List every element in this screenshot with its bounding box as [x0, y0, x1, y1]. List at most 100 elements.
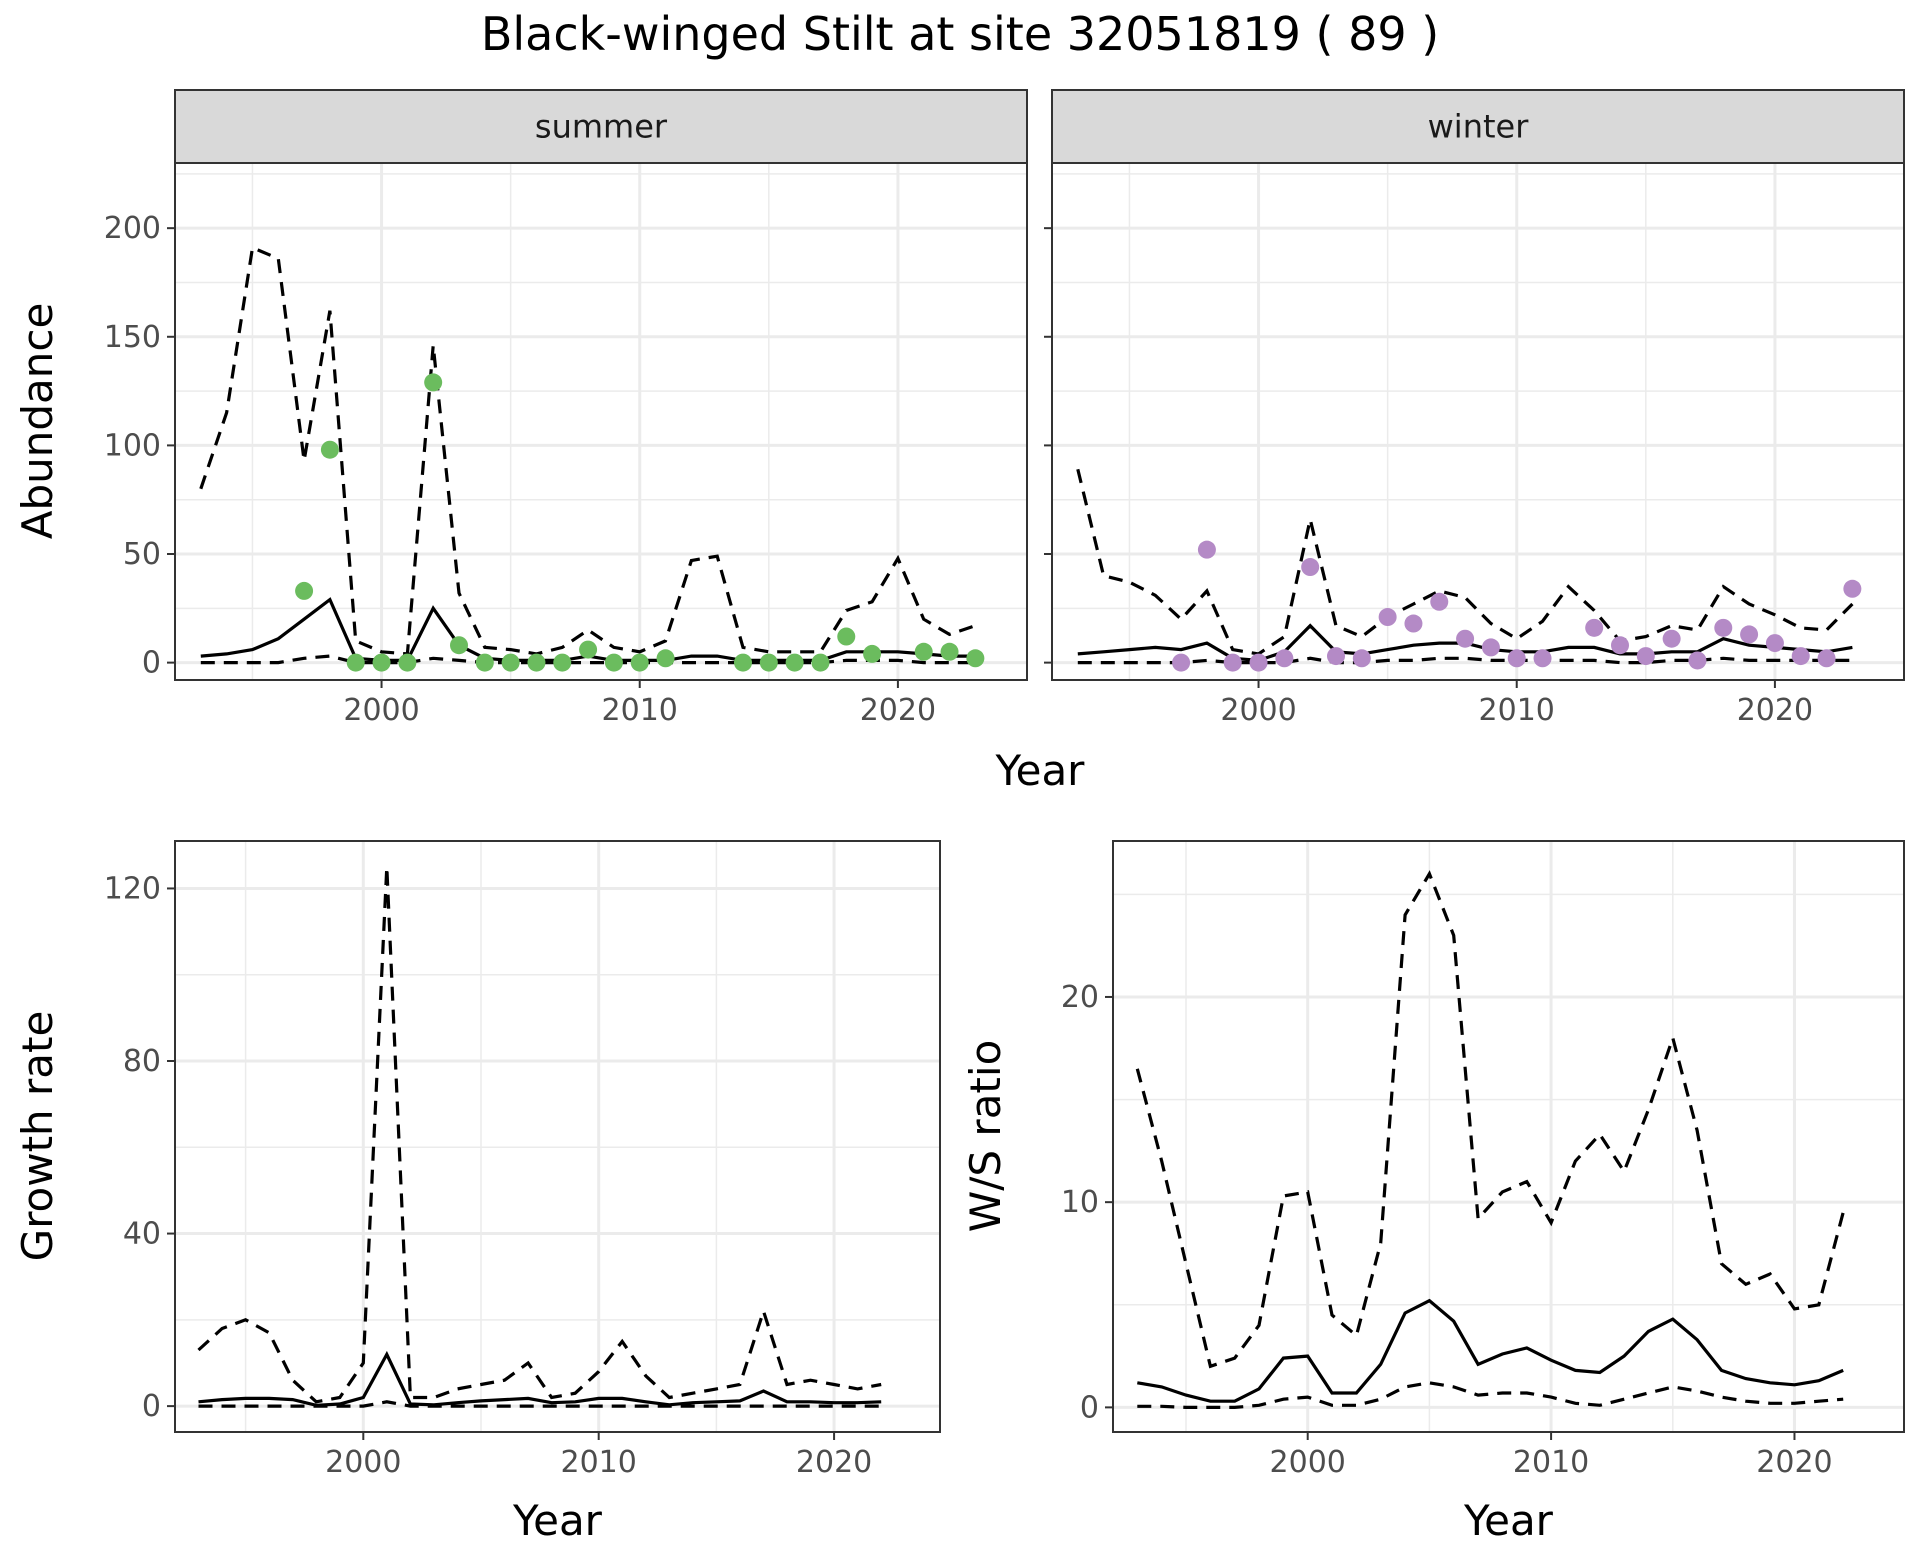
observed-point — [785, 653, 804, 672]
observed-point — [811, 653, 830, 672]
observed-point — [1843, 579, 1862, 598]
series-line-upper — [1076, 468, 1854, 656]
observed-point — [914, 642, 933, 661]
observed-point — [1301, 558, 1320, 577]
series-line-upper — [199, 245, 976, 656]
x-tick-label: 2000 — [1270, 1445, 1346, 1480]
panel-border — [174, 840, 941, 1433]
observed-point — [501, 653, 520, 672]
observed-point — [1817, 649, 1836, 668]
figure-title: Black-winged Stilt at site 32051819 ( 89… — [481, 7, 1439, 61]
series-line-upper — [1135, 870, 1845, 1369]
observed-point — [346, 653, 365, 672]
observed-point — [579, 640, 598, 659]
y-tick-label: 150 — [104, 320, 161, 355]
x-tick-label: 2010 — [561, 1445, 637, 1480]
observed-point — [940, 642, 959, 661]
y-tick-label: 20 — [1061, 980, 1099, 1015]
observed-point — [1688, 651, 1707, 670]
x-tick-label: 2020 — [1737, 693, 1813, 728]
observed-point — [1197, 540, 1216, 559]
observed-point — [475, 653, 494, 672]
series-line-lower — [1137, 1381, 1844, 1410]
observed-point — [630, 653, 649, 672]
panel-border — [1112, 840, 1905, 1433]
facet-strip — [174, 89, 1028, 164]
observed-point — [1352, 649, 1371, 668]
panel-summer: summer 2000 2010 2020 0 50 100 150 200 Abundance — [13, 89, 1028, 728]
x-axis-title: Year — [512, 1496, 603, 1545]
panel-growth: 2000 2010 2020 0 40 80 120 Growth rate Year — [13, 840, 941, 1545]
observed-point — [1249, 653, 1268, 672]
observed-point — [1662, 629, 1681, 648]
observed-point — [1430, 592, 1449, 611]
y-tick-label: 200 — [104, 211, 161, 246]
y-tick-label: 40 — [123, 1217, 161, 1252]
x-axis-title-top: Year — [995, 746, 1086, 795]
observed-point — [372, 653, 391, 672]
observed-point — [1172, 653, 1191, 672]
observed-point — [527, 653, 546, 672]
series-line-lower — [1077, 656, 1853, 665]
observed-point — [424, 373, 443, 392]
y-tick-label: 0 — [142, 1389, 161, 1424]
panel-ratio: 2000 2010 2020 0 10 20 W/S ratio Year — [961, 840, 1905, 1545]
observed-point — [1611, 636, 1629, 655]
facet-strip-label: winter — [1428, 108, 1530, 146]
y-tick-label: 0 — [1080, 1390, 1099, 1425]
x-tick-label: 2010 — [602, 693, 678, 728]
x-tick-label: 2010 — [1513, 1445, 1589, 1480]
panel-winter: winter 2000 2010 2020 — [1044, 89, 1905, 728]
series-line-lower — [200, 654, 976, 665]
x-tick-label: 2020 — [860, 693, 936, 728]
observed-point — [1714, 618, 1733, 637]
series-line-estimate — [1137, 1298, 1844, 1403]
y-axis-title: Abundance — [13, 303, 62, 540]
observed-point — [656, 649, 675, 668]
observed-point — [295, 581, 314, 600]
x-tick-label: 2020 — [1756, 1445, 1832, 1480]
observed-point — [1456, 629, 1475, 648]
observed-point — [320, 440, 339, 459]
y-tick-label: 10 — [1061, 1185, 1099, 1220]
observed-point — [1507, 649, 1526, 668]
observed-point — [604, 653, 623, 672]
observed-point — [1327, 647, 1345, 666]
y-axis-title: Growth rate — [13, 1011, 62, 1262]
observed-point — [1223, 653, 1242, 672]
y-tick-label: 100 — [104, 428, 161, 463]
x-tick-label: 2020 — [796, 1445, 872, 1480]
observed-point — [553, 653, 572, 672]
observed-point — [450, 636, 468, 655]
x-axis-title: Year — [1463, 1496, 1554, 1545]
observed-point — [734, 653, 752, 672]
series-line-estimate — [198, 1350, 882, 1407]
y-tick-label: 120 — [104, 871, 161, 906]
x-tick-label: 2000 — [1220, 693, 1296, 728]
observed-point — [1533, 649, 1552, 668]
observed-point — [837, 627, 856, 646]
observed-point — [966, 649, 985, 668]
observed-point — [1740, 625, 1759, 644]
observed-point — [1404, 614, 1423, 633]
observed-point — [1765, 634, 1784, 653]
x-tick-label: 2010 — [1479, 693, 1555, 728]
observed-point — [1585, 618, 1604, 637]
observed-point — [398, 653, 417, 672]
observed-point — [1378, 608, 1397, 627]
observed-point — [759, 653, 778, 672]
series-line-upper — [197, 866, 882, 1404]
observed-point — [1275, 649, 1294, 668]
facet-strip-label: summer — [535, 108, 668, 146]
observed-point — [1791, 647, 1810, 666]
observed-point — [1636, 647, 1655, 666]
y-axis-title: W/S ratio — [961, 1040, 1010, 1233]
observed-point — [1481, 638, 1500, 657]
y-tick-label: 50 — [123, 537, 161, 572]
observed-point — [863, 644, 882, 663]
y-tick-label: 80 — [123, 1044, 161, 1079]
y-tick-label: 0 — [142, 646, 161, 681]
x-tick-label: 2000 — [325, 1445, 401, 1480]
